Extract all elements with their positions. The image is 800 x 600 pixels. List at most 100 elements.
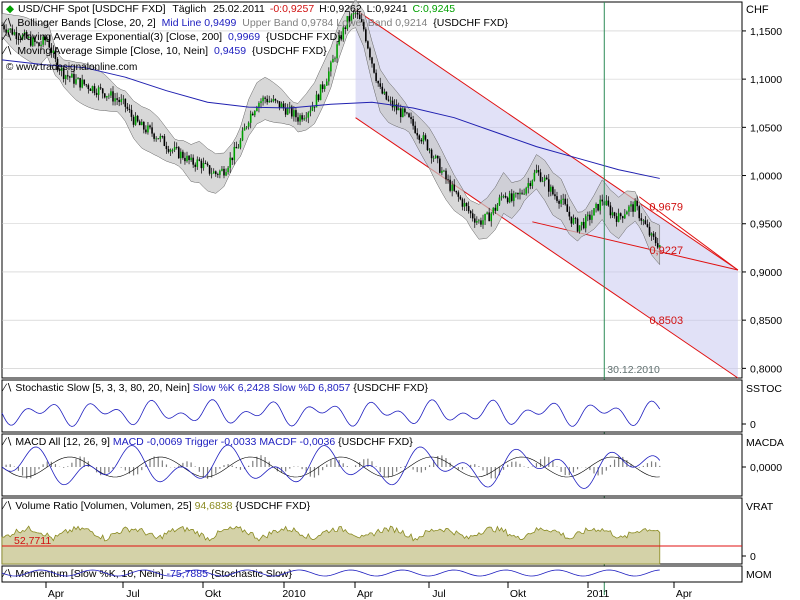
candle-body: [375, 72, 377, 81]
candle-body: [251, 113, 254, 116]
candle-body: [595, 203, 597, 209]
main-legend: ◆ USD/CHF Spot [USDCHF FXD] Täglich 25.0…: [1, 3, 508, 73]
candle-body: [241, 130, 244, 141]
candle-body: [54, 50, 57, 59]
legend-icon: ∕∖: [1, 17, 12, 29]
candle-body: [29, 36, 32, 46]
candle-body: [545, 177, 548, 180]
candle-body: [496, 204, 499, 211]
price-axis-label: CHF: [746, 4, 769, 16]
candle-body: [229, 157, 231, 168]
candle-body: [282, 103, 285, 108]
resistance-line: [638, 196, 739, 271]
candle-body: [552, 186, 554, 195]
candle-body: [36, 41, 38, 43]
header-symbol: USD/CHF Spot [USDCHF FXD]: [18, 3, 166, 15]
candle-body: [494, 207, 497, 211]
candle-body: [34, 37, 36, 42]
candle-body: [321, 84, 324, 90]
x-tick-label-1: Jul: [126, 588, 139, 600]
candle-body: [574, 218, 577, 220]
y-tick-label-7: 0,8000: [750, 363, 782, 375]
candle-body: [336, 44, 338, 59]
candle-body: [404, 108, 406, 113]
candle-body: [447, 179, 449, 181]
candle-body: [177, 147, 180, 159]
candle-body: [346, 16, 349, 29]
candle-body: [634, 200, 636, 212]
candle-body: [293, 110, 295, 117]
candle-body: [358, 14, 361, 20]
candle-body: [268, 100, 271, 103]
candle-body: [288, 106, 291, 109]
candle-body: [132, 116, 135, 125]
candle-body: [315, 94, 318, 108]
candle-body: [9, 28, 12, 31]
candle-body: [638, 206, 641, 219]
candle-body: [480, 220, 482, 225]
candle-body: [110, 91, 112, 96]
candle-body: [233, 146, 236, 161]
panel-tick-label-0-0: 0: [750, 419, 756, 431]
candle-body: [556, 196, 558, 201]
candle-body: [379, 83, 382, 87]
candle-body: [609, 205, 612, 216]
candle-body: [116, 98, 118, 100]
candle-body: [428, 149, 431, 151]
candle-body: [432, 157, 435, 159]
candle-body: [50, 47, 53, 53]
candle-body: [369, 48, 371, 58]
candle-body: [194, 164, 197, 167]
candle-body: [286, 108, 289, 115]
candle-body: [108, 95, 110, 97]
x-tick-label-3: 2010: [282, 588, 306, 600]
candle-body: [66, 75, 69, 77]
candle-body: [443, 170, 445, 172]
candle-body: [340, 35, 342, 40]
candle-body: [360, 19, 363, 22]
candle-body: [362, 21, 365, 30]
candle-body: [118, 99, 120, 103]
x-tick-label-8: Apr: [676, 588, 693, 600]
candle-body: [550, 186, 552, 192]
svg-text:USD/CHF Spot [USDCHF FXD]: USD/CHF Spot [USDCHF FXD] Täglich 25.02.…: [18, 3, 455, 15]
candle-body: [350, 14, 353, 22]
candle-body: [578, 225, 581, 232]
candle-body: [626, 211, 628, 215]
candle-body: [377, 80, 379, 84]
candle-body: [192, 157, 194, 165]
candle-body: [640, 218, 643, 221]
header-change: -0:0,9257: [270, 3, 315, 15]
candle-body: [619, 213, 622, 217]
candle-body: [525, 187, 527, 194]
candle-body: [408, 113, 410, 118]
candle-body: [539, 172, 542, 182]
candle-body: [186, 155, 188, 162]
candle-body: [256, 107, 258, 111]
candle-body: [521, 192, 523, 194]
candle-body: [426, 139, 429, 151]
panel-axis-label-0: SSTOC: [746, 383, 782, 395]
candle-body: [182, 151, 184, 158]
candle-body: [245, 126, 248, 128]
candle-body: [11, 28, 14, 35]
candle-body: [169, 149, 172, 152]
panel-frame-0: [1, 379, 743, 433]
candle-body: [247, 122, 250, 127]
candle-body: [184, 157, 186, 162]
candle-body: [566, 204, 569, 212]
candle-body: [155, 138, 157, 140]
candle-body: [309, 110, 312, 113]
x-tick-label-2: Okt: [205, 588, 221, 600]
panel-legend-1: ∕∖ MACD All [12, 26, 9] MACD -0,0069 Tri…: [1, 436, 413, 448]
candle-body: [196, 159, 199, 167]
candle-body: [32, 37, 34, 46]
candle-body: [517, 192, 519, 195]
candle-body: [584, 216, 587, 229]
candle-body: [225, 172, 227, 176]
candle-body: [570, 216, 573, 224]
candle-body: [167, 148, 170, 152]
candle-body: [406, 112, 408, 114]
candle-body: [48, 39, 51, 48]
